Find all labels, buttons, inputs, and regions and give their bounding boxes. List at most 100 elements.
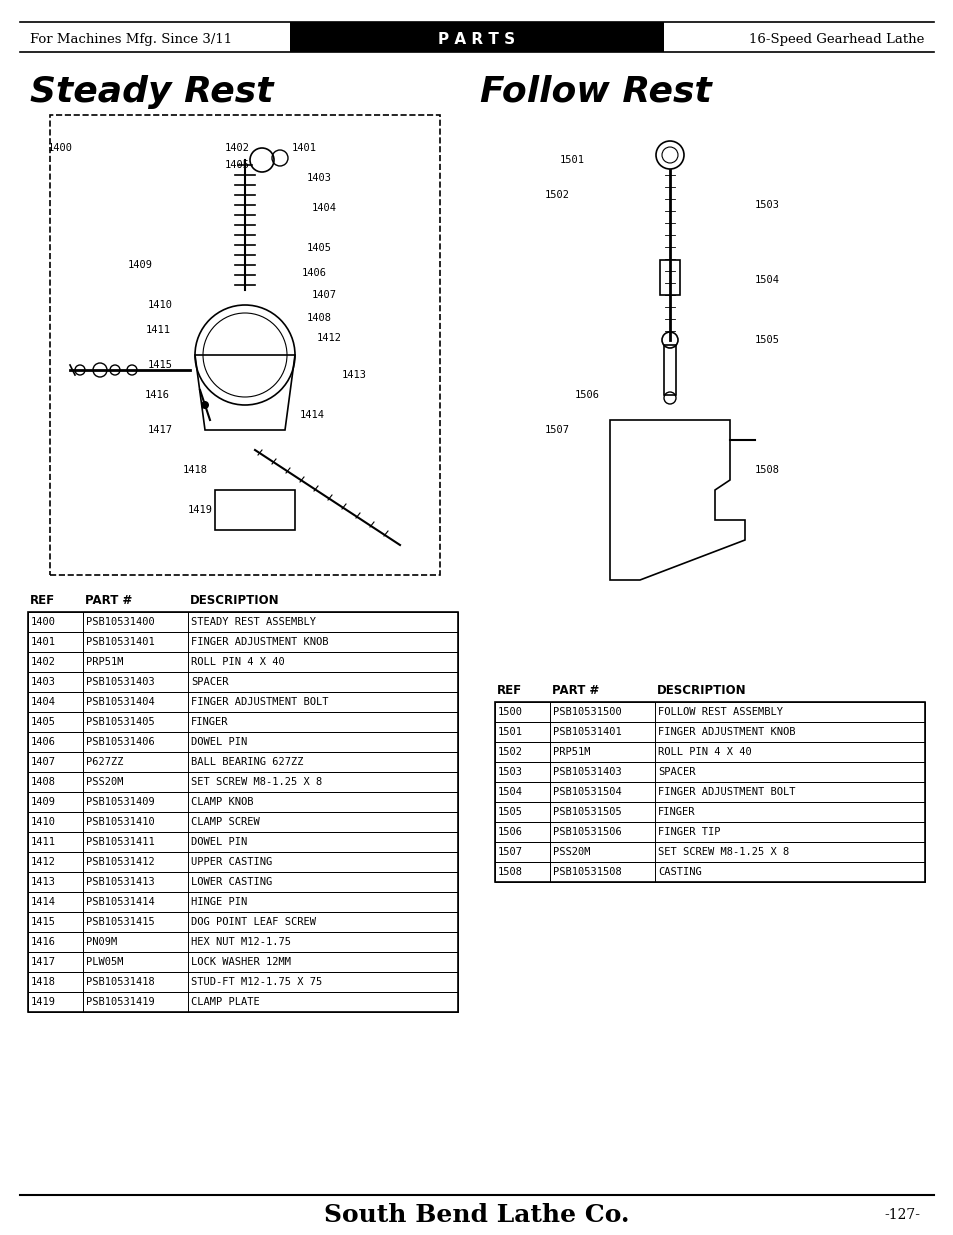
- Text: 1503: 1503: [497, 767, 522, 777]
- Text: PART #: PART #: [552, 683, 598, 697]
- Bar: [28, 792, 457, 811]
- Bar: [28, 972, 457, 992]
- Text: 1418: 1418: [30, 977, 56, 987]
- Bar: [495, 842, 924, 862]
- Text: -127-: -127-: [883, 1208, 919, 1221]
- Bar: [495, 782, 924, 802]
- Text: 1408: 1408: [307, 312, 332, 324]
- Bar: [495, 862, 924, 882]
- Text: PSB10531404: PSB10531404: [86, 697, 154, 706]
- Text: SPACER: SPACER: [658, 767, 695, 777]
- Text: 1409: 1409: [128, 261, 152, 270]
- Text: 1413: 1413: [341, 370, 367, 380]
- Bar: [28, 992, 457, 1011]
- Text: 1415: 1415: [30, 918, 56, 927]
- Text: 1402: 1402: [225, 143, 250, 153]
- Bar: [28, 952, 457, 972]
- Text: 1504: 1504: [754, 275, 780, 285]
- Text: 1405: 1405: [30, 718, 56, 727]
- Text: 1502: 1502: [544, 190, 569, 200]
- Text: 1419: 1419: [188, 505, 213, 515]
- Text: 1410: 1410: [148, 300, 172, 310]
- Text: FINGER ADJUSTMENT BOLT: FINGER ADJUSTMENT BOLT: [658, 787, 795, 797]
- Text: DOG POINT LEAF SCREW: DOG POINT LEAF SCREW: [191, 918, 315, 927]
- Text: 1401: 1401: [30, 637, 56, 647]
- Bar: [50, 115, 439, 576]
- Text: FINGER TIP: FINGER TIP: [658, 827, 720, 837]
- Text: STEADY REST ASSEMBLY: STEADY REST ASSEMBLY: [191, 618, 315, 627]
- Text: 1502: 1502: [497, 747, 522, 757]
- Text: DESCRIPTION: DESCRIPTION: [657, 683, 746, 697]
- Text: 1412: 1412: [316, 333, 341, 343]
- Text: 1505: 1505: [497, 806, 522, 818]
- Bar: [290, 22, 663, 52]
- Text: 1405: 1405: [307, 243, 332, 253]
- Bar: [495, 701, 924, 882]
- Text: PSB10531403: PSB10531403: [553, 767, 621, 777]
- Text: P A R T S: P A R T S: [438, 32, 515, 47]
- Text: CLAMP KNOB: CLAMP KNOB: [191, 797, 253, 806]
- Text: PSB10531500: PSB10531500: [553, 706, 621, 718]
- Text: 1505: 1505: [754, 335, 780, 345]
- Bar: [28, 832, 457, 852]
- Bar: [28, 713, 457, 732]
- Text: 1508: 1508: [754, 466, 780, 475]
- Text: 1412: 1412: [30, 857, 56, 867]
- Text: PSB10531505: PSB10531505: [553, 806, 621, 818]
- Text: 1503: 1503: [754, 200, 780, 210]
- Text: 1404: 1404: [30, 697, 56, 706]
- Text: 1415: 1415: [148, 359, 172, 370]
- Bar: [495, 762, 924, 782]
- Text: SET SCREW M8-1.25 X 8: SET SCREW M8-1.25 X 8: [191, 777, 322, 787]
- Text: 1402: 1402: [30, 657, 56, 667]
- Text: PSB10531400: PSB10531400: [86, 618, 154, 627]
- Bar: [28, 652, 457, 672]
- Text: 1504: 1504: [497, 787, 522, 797]
- Text: PART #: PART #: [85, 594, 132, 606]
- Text: PSB10531506: PSB10531506: [553, 827, 621, 837]
- Text: PSS20M: PSS20M: [86, 777, 123, 787]
- Text: REF: REF: [30, 594, 55, 606]
- Text: 1416: 1416: [145, 390, 170, 400]
- Text: DOWEL PIN: DOWEL PIN: [191, 737, 247, 747]
- Text: FINGER ADJUSTMENT KNOB: FINGER ADJUSTMENT KNOB: [658, 727, 795, 737]
- Bar: [28, 911, 457, 932]
- Text: 1403: 1403: [307, 173, 332, 183]
- Text: CLAMP PLATE: CLAMP PLATE: [191, 997, 259, 1007]
- Bar: [28, 613, 457, 632]
- Text: 1403: 1403: [30, 677, 56, 687]
- Text: Follow Rest: Follow Rest: [479, 75, 711, 109]
- Text: PRP51M: PRP51M: [553, 747, 590, 757]
- Text: 1413: 1413: [30, 877, 56, 887]
- Text: 1500: 1500: [497, 706, 522, 718]
- Text: 1419: 1419: [30, 997, 56, 1007]
- Bar: [659, 261, 679, 295]
- Text: PN09M: PN09M: [86, 937, 117, 947]
- Text: 1414: 1414: [30, 897, 56, 906]
- Text: FOLLOW REST ASSEMBLY: FOLLOW REST ASSEMBLY: [658, 706, 782, 718]
- Text: 1409: 1409: [30, 797, 56, 806]
- Text: 1407: 1407: [312, 290, 336, 300]
- Bar: [28, 852, 457, 872]
- Text: LOWER CASTING: LOWER CASTING: [191, 877, 272, 887]
- Text: UPPER CASTING: UPPER CASTING: [191, 857, 272, 867]
- Bar: [495, 823, 924, 842]
- Text: Steady Rest: Steady Rest: [30, 75, 274, 109]
- Text: 1501: 1501: [497, 727, 522, 737]
- Text: 1400: 1400: [48, 143, 73, 153]
- Text: 1417: 1417: [148, 425, 172, 435]
- Text: For Machines Mfg. Since 3/11: For Machines Mfg. Since 3/11: [30, 33, 232, 47]
- Text: HINGE PIN: HINGE PIN: [191, 897, 247, 906]
- Text: STUD-FT M12-1.75 X 75: STUD-FT M12-1.75 X 75: [191, 977, 322, 987]
- Text: 16-Speed Gearhead Lathe: 16-Speed Gearhead Lathe: [748, 33, 923, 47]
- Bar: [663, 345, 676, 395]
- Circle shape: [201, 401, 209, 409]
- Bar: [28, 772, 457, 792]
- Text: 1507: 1507: [497, 847, 522, 857]
- Text: PSB10531401: PSB10531401: [553, 727, 621, 737]
- Text: 1414: 1414: [299, 410, 325, 420]
- Text: ROLL PIN 4 X 40: ROLL PIN 4 X 40: [658, 747, 751, 757]
- Text: PSB10531410: PSB10531410: [86, 818, 154, 827]
- Text: 1508: 1508: [497, 867, 522, 877]
- Bar: [495, 722, 924, 742]
